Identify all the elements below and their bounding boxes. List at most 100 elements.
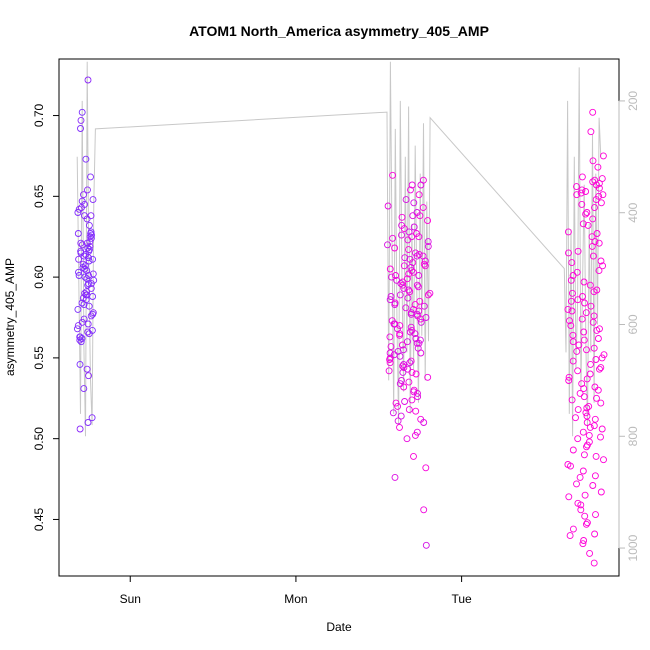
data-point	[578, 200, 586, 208]
data-point	[75, 255, 83, 263]
data-point	[578, 173, 586, 181]
data-point	[590, 559, 598, 567]
y2-series-line	[76, 61, 602, 437]
data-point	[75, 205, 83, 213]
data-point	[572, 414, 579, 422]
data-point	[574, 296, 582, 304]
data-point	[589, 157, 597, 165]
data-point	[87, 173, 94, 181]
data-point	[584, 221, 592, 229]
data-point	[400, 262, 408, 270]
data-point	[583, 404, 591, 412]
data-point	[396, 331, 404, 339]
y-tick-label: 0.65	[32, 184, 46, 208]
data-point	[401, 398, 409, 405]
data-point	[582, 188, 590, 195]
data-point	[595, 239, 603, 247]
y-tick-label: 0.55	[32, 346, 46, 370]
data-point	[400, 284, 408, 292]
data-point	[589, 482, 597, 489]
data-point	[573, 191, 581, 199]
data-point	[386, 359, 394, 367]
data-point	[404, 365, 412, 373]
data-point	[398, 213, 406, 221]
data-point	[87, 230, 95, 237]
data-point	[416, 297, 424, 305]
data-point	[403, 275, 411, 283]
data-point	[568, 307, 576, 315]
data-point	[86, 233, 94, 241]
data-point	[414, 389, 421, 397]
data-point	[599, 262, 607, 270]
data-point	[396, 423, 403, 431]
data-point	[392, 399, 400, 407]
data-point	[78, 299, 86, 307]
data-point	[85, 257, 93, 265]
data-point	[406, 328, 414, 336]
data-point	[569, 525, 577, 533]
data-point	[420, 260, 428, 268]
data-point	[410, 388, 418, 396]
data-point	[597, 199, 605, 207]
data-point	[593, 230, 601, 237]
data-point	[84, 76, 92, 84]
data-point	[87, 212, 95, 220]
x-axis-label: Date	[326, 620, 352, 634]
data-point	[76, 336, 84, 344]
data-point	[579, 540, 587, 548]
data-point	[410, 223, 418, 231]
data-point	[74, 322, 82, 330]
data-point	[582, 210, 590, 218]
data-point	[78, 108, 86, 116]
data-point	[398, 377, 405, 384]
data-point	[576, 473, 584, 481]
data-point	[581, 299, 588, 307]
data-point	[74, 305, 82, 313]
data-point	[396, 291, 404, 299]
data-point	[85, 372, 92, 380]
data-point	[424, 238, 432, 246]
data-point	[409, 259, 417, 267]
data-point	[573, 480, 580, 488]
data-point	[594, 335, 602, 342]
data-point	[420, 302, 428, 310]
data-point	[74, 209, 82, 216]
data-point	[403, 435, 411, 443]
data-point	[411, 330, 419, 338]
data-point	[580, 451, 588, 459]
data-point	[583, 209, 591, 216]
data-point	[417, 318, 425, 326]
data-point	[579, 428, 587, 436]
y-axis-label: asymmetry_405_AMP	[3, 258, 17, 376]
data-point	[405, 286, 413, 294]
data-point	[597, 399, 605, 407]
data-point	[87, 280, 95, 288]
data-point	[592, 452, 600, 460]
data-point	[415, 339, 423, 347]
data-point	[591, 415, 599, 423]
data-point	[564, 228, 572, 236]
data-point	[574, 435, 582, 443]
data-point	[598, 354, 606, 362]
data-point	[406, 359, 414, 367]
data-point	[424, 373, 432, 381]
data-point	[578, 315, 586, 323]
data-point	[589, 318, 597, 326]
data-point	[414, 283, 422, 291]
data-point	[399, 281, 407, 289]
data-point	[597, 364, 605, 372]
data-point	[414, 393, 422, 401]
data-point	[577, 189, 585, 197]
y-tick-label: 0.50	[32, 427, 46, 451]
data-point	[405, 378, 413, 386]
y2-tick-label: 600	[626, 314, 640, 334]
data-point	[420, 506, 428, 514]
data-point	[399, 341, 406, 349]
data-point	[83, 288, 91, 296]
data-point	[80, 385, 88, 393]
x-axis: Sun Mon Tue	[120, 575, 472, 606]
data-point	[386, 333, 394, 341]
x-tick-label: Mon	[284, 592, 307, 606]
data-point	[580, 278, 588, 286]
data-point	[589, 108, 597, 116]
